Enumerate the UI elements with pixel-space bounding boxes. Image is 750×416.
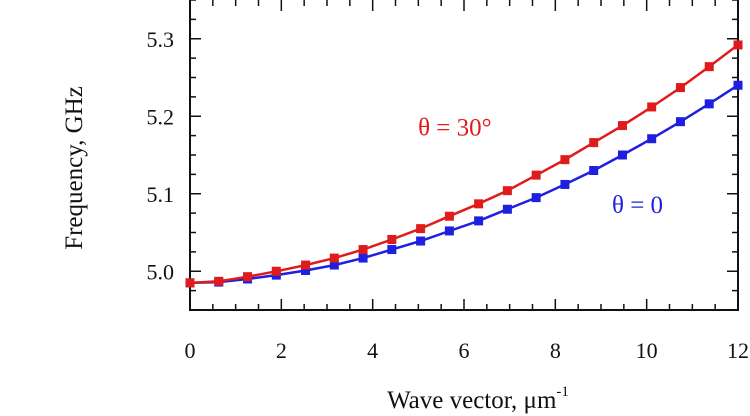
data-point — [560, 179, 570, 189]
data-point — [704, 99, 714, 109]
data-point — [358, 253, 368, 263]
data-point — [185, 278, 195, 288]
tick-labels: 0 2 4 6 8 10 12 5.0 5.1 5.2 5.3 — [147, 27, 750, 363]
x-tick-label: 4 — [367, 338, 378, 363]
data-point — [560, 155, 570, 165]
data-point — [444, 226, 454, 236]
series-line — [189, 43, 739, 285]
data-point — [675, 117, 685, 127]
series-theta-30 — [185, 40, 743, 288]
x-tick-label: 10 — [636, 338, 658, 363]
x-axis-title: Wave vector, μm-1 — [387, 384, 569, 414]
x-tick-label: 2 — [276, 338, 287, 363]
data-point — [617, 121, 627, 131]
data-point — [271, 266, 281, 276]
data-point — [214, 276, 224, 286]
data-point — [329, 260, 339, 270]
series-theta-0 — [185, 80, 743, 288]
x-tick-label: 12 — [727, 338, 749, 363]
data-point — [589, 166, 599, 175]
axis-ticks — [189, 0, 739, 311]
data-point — [704, 62, 714, 72]
plot-border — [189, 0, 739, 311]
annotations-layer: θ = 30° θ = 0 — [418, 115, 663, 220]
data-point — [589, 138, 599, 148]
series-line — [189, 84, 739, 285]
x-tick-label: 8 — [550, 338, 561, 363]
data-point — [733, 40, 743, 50]
data-point — [301, 260, 311, 270]
data-point — [502, 204, 512, 214]
data-point — [329, 253, 339, 263]
data-point — [733, 80, 743, 90]
plot-frame — [189, 0, 739, 311]
y-tick-label: 5.0 — [147, 259, 175, 284]
y-tick-label: 5.1 — [147, 182, 175, 207]
data-point — [474, 216, 484, 226]
data-point — [416, 224, 426, 234]
data-point — [647, 134, 657, 144]
data-point — [502, 186, 512, 196]
data-point — [444, 211, 454, 221]
data-point — [617, 150, 627, 160]
series-layer — [185, 40, 743, 288]
data-point — [675, 83, 685, 93]
data-point — [243, 272, 253, 282]
x-tick-label: 6 — [459, 338, 470, 363]
x-tick-label: 0 — [185, 338, 196, 363]
y-axis-title: Frequency, GHz — [61, 86, 88, 250]
y-tick-label: 5.3 — [147, 27, 175, 52]
y-tick-label: 5.2 — [147, 104, 175, 129]
data-point — [358, 245, 368, 255]
data-point — [531, 170, 541, 180]
data-point — [387, 234, 397, 244]
label-theta-0: θ = 0 — [612, 192, 663, 219]
data-point — [647, 102, 657, 112]
data-point — [416, 236, 426, 246]
data-point — [474, 199, 484, 209]
data-point — [387, 245, 397, 255]
data-point — [301, 265, 311, 275]
x-axis-title-superscript: -1 — [556, 384, 569, 400]
data-point — [531, 193, 541, 203]
label-theta-30: θ = 30° — [418, 115, 492, 142]
